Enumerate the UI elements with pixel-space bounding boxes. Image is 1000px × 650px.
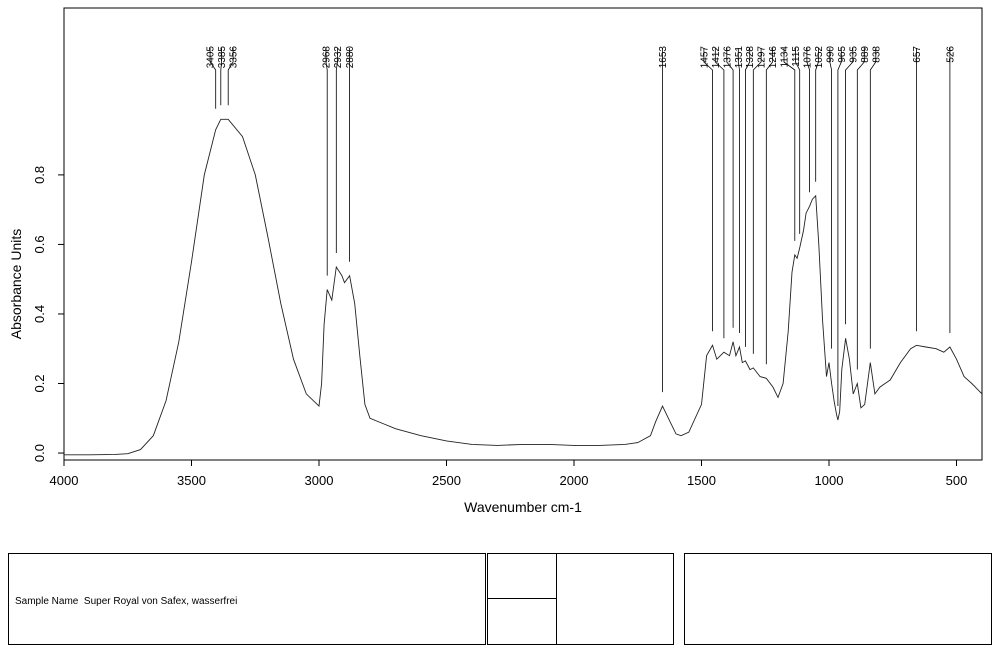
peak-leader-line [783,48,796,241]
peak-leader-line [815,48,819,182]
peak-leader-line [829,48,832,349]
y-axis: 0.0 0.2 0.4 0.6 0.8 [32,166,64,462]
peak-label: 935 [848,46,859,63]
footer-cell-split [487,553,557,645]
peak-label: 965 [837,46,848,63]
peak-leader-line [335,48,338,253]
peak-label: 3356 [229,46,240,69]
x-tick-label: 3000 [305,473,334,488]
y-tick-label: 0.4 [32,305,47,323]
peak-leader-line [714,48,725,339]
peak-label: 1653 [658,46,669,69]
peak-leader-line [737,48,740,333]
peak-label: 2968 [322,46,333,69]
sample-name-label: Sample Name [15,596,79,607]
sample-name-row: Sample Name Super Royal von Safex, wasse… [15,596,237,607]
peak-label: 657 [912,46,923,63]
peak-leader-line [856,48,865,370]
peak-leader-line [745,48,751,347]
y-tick-label: 0.2 [32,374,47,392]
peak-label: 3385 [217,46,228,69]
peak-leader-line [209,48,217,109]
footer-cell-right [684,553,992,645]
peak-label: 1412 [711,46,722,69]
x-tick-label: 4000 [50,473,79,488]
peak-label: 1076 [802,46,813,69]
peak-label: 526 [945,46,956,63]
peak-leader-line [765,48,773,365]
peak-label: 1134 [780,46,791,68]
x-tick-label: 3500 [177,473,206,488]
peak-label: 2932 [333,46,344,69]
peak-label: 1246 [768,46,779,69]
peak-label: 1052 [814,46,825,69]
peak-label: 1457 [699,46,710,69]
footer-cell-middle [556,553,674,645]
y-tick-label: 0.0 [32,444,47,462]
x-axis-label: Wavenumber cm-1 [464,499,582,515]
peak-label: 1351 [734,46,745,69]
peak-label: 889 [860,46,871,63]
peak-leader-line [703,48,713,332]
peak-leader-line [220,48,222,106]
y-tick-label: 0.8 [32,166,47,184]
peak-leader-line [837,48,842,406]
x-tick-label: 1500 [687,473,716,488]
peak-label: 1328 [745,46,756,69]
x-tick-label: 1000 [815,473,844,488]
peak-leader-line [227,48,234,106]
peak-leader-line [869,48,877,349]
sample-name-value: Super Royal von Safex, wasserfrei [83,596,238,607]
peak-label: 1115 [791,46,802,67]
sample-info-box: Sample Name Super Royal von Safex, wasse… [8,553,486,645]
x-tick-label: 500 [946,473,968,488]
peak-leader-line [806,48,810,193]
x-axis: 4000 3500 3000 2500 2000 1500 1000 500 [50,460,968,488]
y-axis-label: Absorbance Units [8,229,24,340]
ir-spectrum-chart: 4000 3500 3000 2500 2000 1500 1000 500 0.00.20.… [8,7,983,515]
peak-label: 2880 [345,46,356,69]
peak-label: 990 [825,46,836,63]
x-tick-label: 2500 [432,473,461,488]
plot-frame [63,7,983,461]
peak-leader-line [845,48,854,325]
peak-leader-line [325,48,328,276]
peak-label: 838 [871,46,882,63]
peak-markers: 3405 3385 3356 2968 2932 2880 1653 1457 1412 1376… [206,46,956,406]
spectrum-line [64,118,983,456]
peak-leader-line [795,48,801,234]
footer-cell-divider [488,598,556,599]
peak-label: 3405 [206,46,217,69]
y-tick-label: 0.6 [32,235,47,253]
peak-leader-line [726,48,734,328]
peak-label: 1376 [722,46,733,69]
x-tick-label: 2000 [560,473,589,488]
peak-label: 1297 [757,46,768,69]
peak-leader-line [752,48,762,354]
